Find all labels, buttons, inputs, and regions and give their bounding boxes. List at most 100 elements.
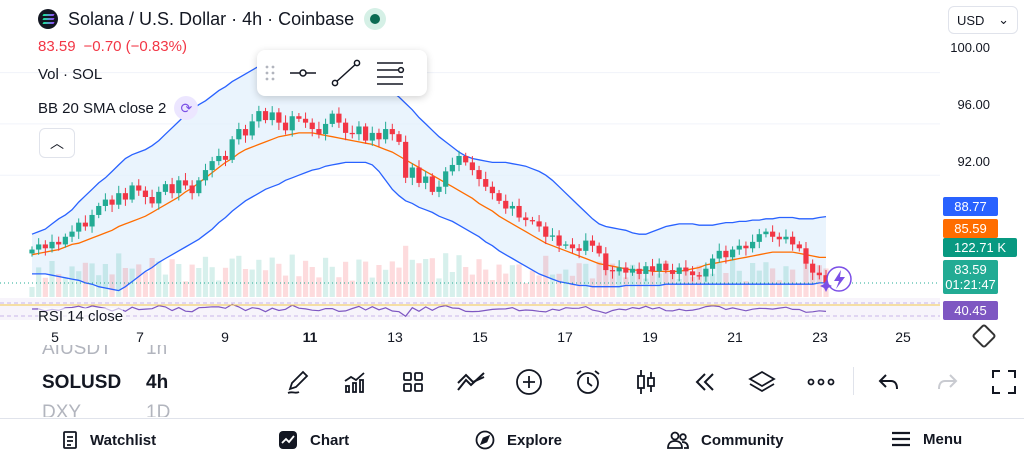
trend-icon[interactable] [456,367,486,397]
volume-bar [409,259,415,297]
candle [636,268,642,274]
drawing-toolbar[interactable] [257,50,427,96]
fullscreen-icon[interactable] [989,367,1019,397]
candle [349,132,355,135]
volume-bar [569,275,576,297]
symbol-interval: 1D [146,402,171,417]
add-icon[interactable] [514,367,544,397]
nav-chart[interactable]: Chart [278,430,349,450]
volume-bar [322,257,329,297]
nav-explore[interactable]: Explore [475,430,562,450]
volume-bar [776,280,782,297]
volume-indicator-label[interactable]: Vol · SOL [38,66,103,83]
trend-line-icon[interactable] [331,59,361,87]
volume-bar [423,259,429,297]
alarm-icon[interactable] [573,367,603,397]
volume-bar [676,279,682,297]
volume-bar [709,273,716,297]
refresh-icon[interactable]: ⟳ [174,96,199,120]
fib-retracement-icon[interactable] [375,60,405,86]
symbol-title[interactable]: Solana / U.S. Dollar · 4h · Coinbase [38,8,387,30]
community-icon [667,431,689,449]
volume-bar [443,253,449,297]
volume-bar [536,275,542,297]
candle [249,121,255,136]
symbol-name: DXY [42,402,82,417]
volume-bar [703,267,709,297]
price-chart[interactable] [0,0,1024,325]
candle [282,122,289,131]
volume-bar [236,255,242,297]
currency-select[interactable]: USD ⌄ [948,6,1018,34]
nav-community[interactable]: Community [667,430,784,450]
bb-indicator-label[interactable]: BB 20 SMA close 2 ⟳ [38,96,199,120]
indicators-icon[interactable] [340,367,370,397]
volume-bar [49,261,55,297]
candle [790,236,796,245]
volume-bar [136,264,142,297]
volume-bar [803,256,809,297]
symbol-row-active[interactable]: SOLUSD 4h [42,372,192,394]
volume-bar [389,261,395,297]
candle [302,118,309,123]
redo-icon[interactable] [932,367,962,397]
candle [423,176,429,183]
drag-handle-icon[interactable] [265,64,275,82]
horizontal-ray-icon[interactable] [289,67,317,79]
symbol-switcher[interactable]: AIUSDT 1h SOLUSD 4h DXY 1D [42,345,192,417]
volume-bar [342,261,349,297]
volume-bar [89,263,95,297]
volume-bar [516,264,522,297]
chevron-up-icon: ︿ [50,135,64,151]
price-axis-label: 92.00 [957,154,990,169]
sparkle-icon [820,280,832,292]
volume-bar [376,265,382,297]
nav-menu[interactable]: Menu [891,430,962,448]
volume-bar [329,266,335,297]
solana-logo-icon [38,9,58,29]
volume-bar [363,261,369,297]
undo-icon[interactable] [874,367,904,397]
chart-area[interactable]: Solana / U.S. Dollar · 4h · Coinbase 83.… [0,0,1024,349]
symbol-interval: 4h [146,372,169,393]
candle [162,184,169,192]
rsi-indicator-label[interactable]: RSI 14 close [38,308,124,325]
candle [329,113,335,124]
nav-label: Chart [310,431,350,449]
symbol-row[interactable]: DXY 1D [42,402,192,417]
time-axis-label: 9 [221,329,229,345]
collapse-legend-button[interactable]: ︿ [39,128,75,158]
volume-bar [549,274,556,297]
volume-bar [369,277,375,297]
more-icon[interactable] [806,367,836,397]
candle [549,235,556,237]
candle [803,248,809,264]
layouts-icon[interactable] [398,367,428,397]
volume-bar [349,280,355,297]
volume-bar [242,269,249,297]
candle [523,217,529,221]
candle [729,249,736,258]
candle [369,132,375,141]
volume-bar [42,277,48,297]
volume-bar [523,283,529,297]
symbol-name: SOLUSD [42,372,122,393]
candle [122,193,129,200]
nav-watchlist[interactable]: Watchlist [62,430,156,450]
candle [503,200,509,209]
replay-icon[interactable] [689,367,719,397]
candle [182,180,189,186]
pencil-icon[interactable] [283,367,313,397]
time-axis-label: 13 [387,329,403,345]
candle [663,263,669,271]
volume-bar [383,269,389,297]
candle [569,244,576,249]
candle [436,186,442,192]
candles-icon[interactable] [631,367,661,397]
candle [723,250,729,258]
layers-icon[interactable] [747,367,777,397]
candle [603,253,609,271]
candle [516,205,522,218]
volume-bar [429,258,435,297]
symbol-row[interactable]: AIUSDT 1h [42,345,192,360]
